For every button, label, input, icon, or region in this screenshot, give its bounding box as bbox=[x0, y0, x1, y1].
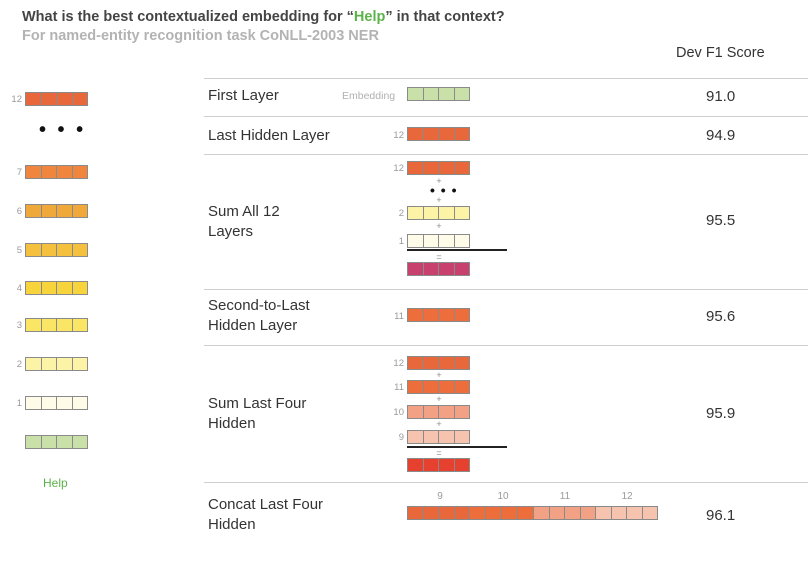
layer-number: 12 bbox=[393, 163, 404, 174]
layer-7-embedding bbox=[25, 165, 88, 179]
layer-11-bar bbox=[407, 380, 470, 394]
layer-number: 1 bbox=[398, 236, 404, 247]
layer-11-bar bbox=[407, 308, 470, 322]
concat-layer-9-segment bbox=[407, 506, 470, 520]
equals-sign: = bbox=[436, 448, 442, 458]
highlight-word: Help bbox=[353, 9, 386, 25]
row-divider bbox=[204, 116, 808, 117]
input-embedding bbox=[25, 435, 88, 449]
score-last-hidden-layer: 94.9 bbox=[706, 127, 736, 144]
plus-sign: + bbox=[436, 394, 442, 404]
score-sum-last-four: 95.9 bbox=[706, 405, 736, 422]
layer-5-embedding bbox=[25, 243, 88, 257]
row-label-last-hidden-layer: Last Hidden Layer bbox=[208, 127, 330, 144]
layer-2-embedding bbox=[25, 357, 88, 371]
equals-sign: = bbox=[436, 252, 442, 262]
input-word: Help bbox=[43, 476, 68, 490]
concat-layer-11-segment bbox=[534, 506, 596, 520]
row-label-sum-all-12-layers: Sum All 12 Layers bbox=[208, 203, 280, 240]
row-divider bbox=[204, 154, 808, 155]
sum-line bbox=[407, 249, 507, 251]
layer-number: 1 bbox=[16, 398, 22, 409]
score-concat-last-four: 96.1 bbox=[706, 507, 736, 524]
layer-number: 11 bbox=[394, 382, 404, 393]
row-label-second-to-last: Second-to-Last Hidden Layer bbox=[208, 297, 310, 334]
layer-number: 2 bbox=[398, 208, 404, 219]
plus-sign: + bbox=[436, 221, 442, 231]
layer-number: 12 bbox=[393, 358, 404, 369]
layer-4-embedding bbox=[25, 281, 88, 295]
layer-number: 11 bbox=[394, 311, 404, 322]
plus-sign: + bbox=[436, 176, 442, 186]
layer-number: 12 bbox=[11, 94, 22, 105]
layer-number: 5 bbox=[16, 245, 22, 256]
layer-1-embedding bbox=[25, 396, 88, 410]
plus-sign: + bbox=[436, 370, 442, 380]
score-second-to-last: 95.6 bbox=[706, 308, 736, 325]
concat-layer-12-segment bbox=[596, 506, 658, 520]
row-label-sum-last-four: Sum Last Four Hidden bbox=[208, 395, 307, 432]
ellipsis-dots: • • • bbox=[430, 182, 458, 198]
row-divider bbox=[204, 482, 808, 483]
layer-number: 9 bbox=[398, 432, 404, 443]
sum-result-bar bbox=[407, 458, 470, 472]
layer-12-embedding bbox=[25, 92, 88, 106]
concat-segment-label: 9 bbox=[437, 491, 443, 502]
plus-sign: + bbox=[436, 419, 442, 429]
page-subtitle: For named-entity recognition task CoNLL-… bbox=[22, 28, 379, 44]
sum-result-bar bbox=[407, 262, 470, 276]
layer-6-embedding bbox=[25, 204, 88, 218]
row-divider bbox=[204, 78, 808, 79]
layer-number: 10 bbox=[393, 407, 404, 418]
page-title: What is the best contextualized embeddin… bbox=[22, 9, 505, 25]
concat-segment-label: 12 bbox=[621, 491, 633, 502]
layer-12-bar bbox=[407, 127, 470, 141]
layer-number: 6 bbox=[16, 206, 22, 217]
layer-2-bar bbox=[407, 206, 470, 220]
sum-line bbox=[407, 446, 507, 448]
layer-number: 3 bbox=[16, 320, 22, 331]
row-label-first-layer: First Layer bbox=[208, 87, 279, 104]
layer-9-bar bbox=[407, 430, 470, 444]
layer-12-bar bbox=[407, 356, 470, 370]
layer-number: 2 bbox=[16, 359, 22, 370]
score-sum-all-12-layers: 95.5 bbox=[706, 212, 736, 229]
concat-segment-label: 11 bbox=[559, 491, 571, 502]
layer-10-bar bbox=[407, 405, 470, 419]
plus-sign: + bbox=[436, 195, 442, 205]
layer-1-bar bbox=[407, 234, 470, 248]
score-column-header: Dev F1 Score bbox=[676, 45, 765, 61]
score-first-layer: 91.0 bbox=[706, 88, 736, 105]
layer-number: 12 bbox=[393, 130, 404, 141]
row-label-concat-last-four: Concat Last Four Hidden bbox=[208, 496, 324, 533]
layer-3-embedding bbox=[25, 318, 88, 332]
row-divider bbox=[204, 289, 808, 290]
embedding-label: Embedding bbox=[342, 90, 396, 102]
concat-layer-10-segment bbox=[470, 506, 534, 520]
embedding-bar bbox=[407, 87, 470, 101]
row-divider bbox=[204, 345, 808, 346]
layer-number: 7 bbox=[16, 167, 22, 178]
ellipsis-dots: • • • bbox=[39, 119, 87, 141]
concat-segment-label: 10 bbox=[497, 491, 509, 502]
layer-12-bar bbox=[407, 161, 470, 175]
layer-number: 4 bbox=[16, 283, 22, 294]
